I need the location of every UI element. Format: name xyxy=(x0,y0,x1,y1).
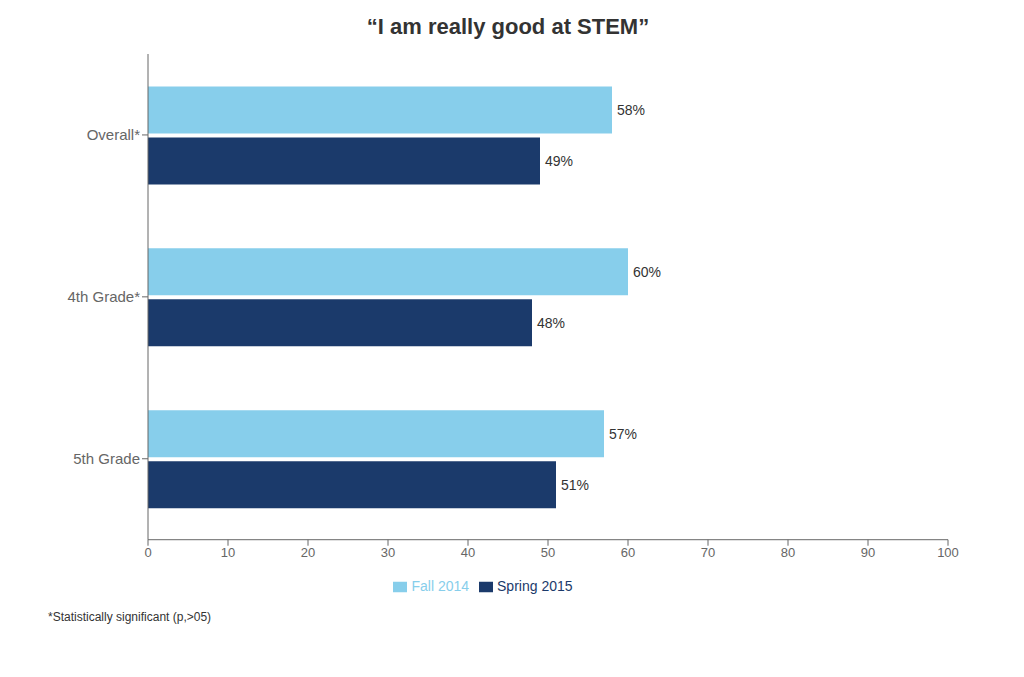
svg-text:4th Grade*: 4th Grade* xyxy=(67,288,140,305)
svg-text:49%: 49% xyxy=(545,153,573,169)
svg-text:100: 100 xyxy=(937,545,959,560)
svg-text:10: 10 xyxy=(221,545,235,560)
html-text:“I am really good at STEM”: “I am really good at STEM” xyxy=(366,14,650,39)
svg-text:40: 40 xyxy=(461,545,475,560)
svg-text:90: 90 xyxy=(861,545,875,560)
html-text:Spring 2015: Spring 2015 xyxy=(497,577,573,594)
html-text:*Statistically significant (p,: *Statistically significant (p,>05) xyxy=(48,610,212,624)
svg-text:50: 50 xyxy=(541,545,555,560)
svg-text:70: 70 xyxy=(701,545,715,560)
svg-text:5th Grade: 5th Grade xyxy=(73,450,140,467)
svg-text:20: 20 xyxy=(301,545,315,560)
svg-text:30: 30 xyxy=(381,545,395,560)
html-text:Fall 2014: Fall 2014 xyxy=(411,577,469,594)
svg-text:60%: 60% xyxy=(633,264,661,280)
svg-text:51%: 51% xyxy=(561,477,589,493)
svg-text:60: 60 xyxy=(621,545,635,560)
svg-text:48%: 48% xyxy=(537,315,565,331)
svg-text:0: 0 xyxy=(144,545,151,560)
svg-text:57%: 57% xyxy=(609,426,637,442)
svg-text:80: 80 xyxy=(781,545,795,560)
svg-text:Overall*: Overall* xyxy=(87,126,141,143)
svg-text:58%: 58% xyxy=(617,102,645,118)
